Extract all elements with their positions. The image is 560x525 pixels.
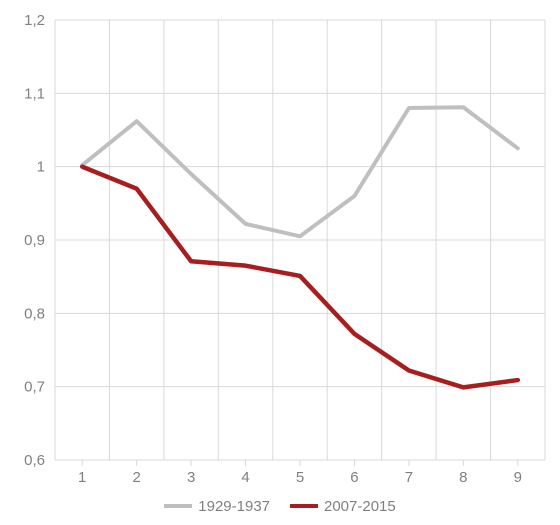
y-tick-label: 1 xyxy=(37,159,45,176)
legend-swatch xyxy=(164,504,192,508)
legend-label: 2007-2015 xyxy=(324,498,396,515)
chart-legend: 1929-1937 2007-2015 xyxy=(0,495,560,515)
x-tick-label: 9 xyxy=(514,469,522,486)
y-tick-label: 1,2 xyxy=(24,12,45,29)
line-chart: 0,6 0,7 0,8 0,9 1 1,1 1,2 1 2 3 4 5 6 7 8 9 1929-1937 20… xyxy=(0,0,560,525)
legend-item: 1929-1937 xyxy=(164,498,270,515)
x-tick-label: 2 xyxy=(132,469,140,486)
x-tick-label: 7 xyxy=(405,469,413,486)
x-tick-label: 4 xyxy=(241,469,249,486)
x-tick-label: 3 xyxy=(187,469,195,486)
x-tick-label: 8 xyxy=(459,469,467,486)
x-tick-label: 5 xyxy=(296,469,304,486)
y-tick-label: 0,6 xyxy=(24,452,45,469)
y-tick-label: 0,8 xyxy=(24,305,45,322)
chart-canvas: 0,6 0,7 0,8 0,9 1 1,1 1,2 1 2 3 4 5 6 7 8 9 xyxy=(0,0,560,525)
y-tick-label: 0,9 xyxy=(24,232,45,249)
y-tick-label: 1,1 xyxy=(24,85,45,102)
x-tick-label: 1 xyxy=(78,469,86,486)
legend-item: 2007-2015 xyxy=(290,498,396,515)
y-tick-label: 0,7 xyxy=(24,379,45,396)
legend-swatch xyxy=(290,504,318,508)
x-tick-label: 6 xyxy=(350,469,358,486)
legend-label: 1929-1937 xyxy=(198,498,270,515)
